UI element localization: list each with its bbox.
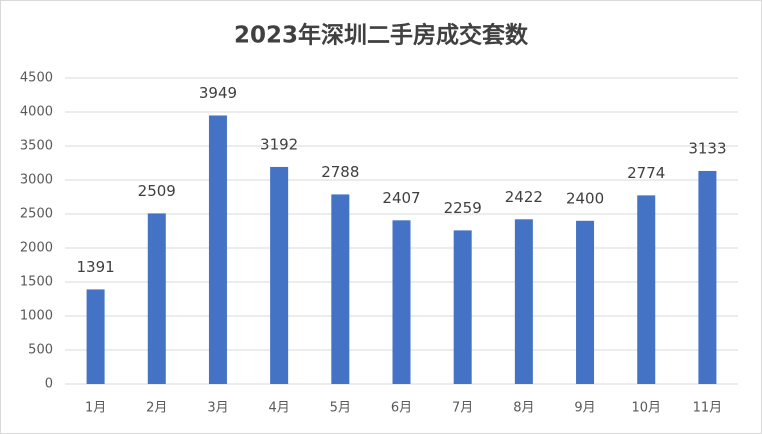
data-label: 3192 xyxy=(260,135,298,153)
x-tick-label: 11月 xyxy=(693,401,723,416)
x-tick-label: 8月 xyxy=(513,401,534,416)
y-tick-label: 3000 xyxy=(20,173,53,188)
data-label: 2422 xyxy=(505,188,543,206)
data-label: 2509 xyxy=(138,182,176,200)
bar xyxy=(331,194,350,384)
y-tick-label: 0 xyxy=(45,377,53,392)
y-tick-label: 2500 xyxy=(20,207,53,222)
x-tick-label: 10月 xyxy=(631,401,661,416)
bar xyxy=(637,195,656,384)
y-tick-label: 4000 xyxy=(20,105,53,120)
bar xyxy=(392,220,411,384)
data-label: 2407 xyxy=(382,189,420,207)
chart-title: 2023年深圳二手房成交套数 xyxy=(234,22,529,49)
bar xyxy=(453,230,472,384)
bar xyxy=(270,166,289,384)
data-label: 2788 xyxy=(321,163,359,181)
x-tick-label: 9月 xyxy=(574,401,595,416)
x-tick-label: 6月 xyxy=(391,401,412,416)
data-label: 2400 xyxy=(566,189,604,207)
x-tick-label: 4月 xyxy=(268,401,289,416)
x-tick-label: 7月 xyxy=(452,401,473,416)
data-label: 2259 xyxy=(444,199,482,217)
data-label: 3949 xyxy=(199,84,237,102)
bar xyxy=(514,219,533,384)
bar xyxy=(147,213,166,384)
y-tick-label: 2000 xyxy=(20,241,53,256)
data-label: 1391 xyxy=(76,258,114,276)
x-tick-label: 3月 xyxy=(207,401,228,416)
data-label: 3133 xyxy=(688,139,726,157)
y-tick-label: 3500 xyxy=(20,139,53,154)
y-tick-label: 1000 xyxy=(20,309,53,324)
bar xyxy=(208,115,227,384)
x-tick-label: 1月 xyxy=(85,401,106,416)
x-tick-label: 2月 xyxy=(146,401,167,416)
data-label: 2774 xyxy=(627,164,665,182)
bar xyxy=(86,289,105,384)
y-tick-label: 4500 xyxy=(20,71,53,86)
x-tick-label: 5月 xyxy=(330,401,351,416)
bar xyxy=(698,170,717,384)
bar xyxy=(576,220,595,384)
y-tick-label: 500 xyxy=(28,343,53,358)
y-tick-label: 1500 xyxy=(20,275,53,290)
